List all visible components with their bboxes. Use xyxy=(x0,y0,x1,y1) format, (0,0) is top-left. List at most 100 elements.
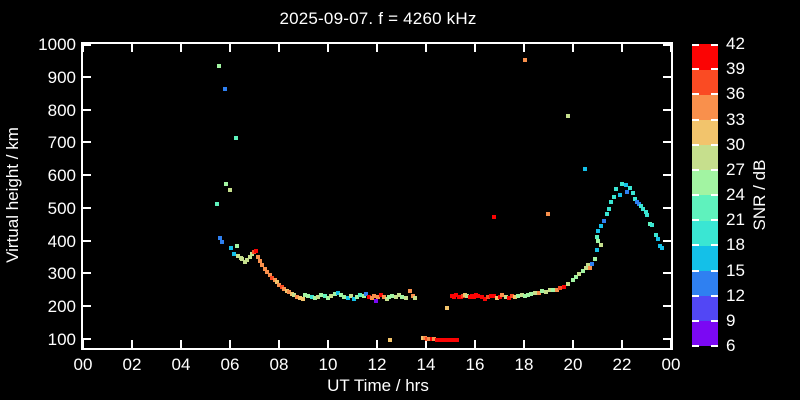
data-point xyxy=(427,336,432,341)
x-tick-label: 22 xyxy=(612,355,632,374)
x-tick-mark xyxy=(425,340,427,348)
y-tick-mark-right xyxy=(663,305,671,307)
data-point xyxy=(400,294,405,299)
colorbar-tick-mark xyxy=(711,68,718,70)
data-point xyxy=(602,219,607,224)
data-point xyxy=(410,294,415,299)
data-point xyxy=(641,207,646,212)
data-point xyxy=(456,294,461,299)
data-point xyxy=(599,224,604,229)
colorbar-segment xyxy=(692,94,718,120)
data-point xyxy=(529,292,534,297)
data-point xyxy=(235,243,240,248)
colorbar-tick-label: 39 xyxy=(726,59,745,79)
data-point xyxy=(384,297,389,302)
data-point xyxy=(545,212,550,217)
data-point xyxy=(297,295,302,300)
data-point xyxy=(590,262,595,267)
x-tick-mark xyxy=(327,340,329,348)
data-point xyxy=(595,239,600,244)
colorbar-tick-label: 30 xyxy=(726,134,745,154)
data-point xyxy=(469,293,474,298)
data-point xyxy=(253,249,258,254)
colorbar-tick-label: 6 xyxy=(726,336,736,355)
colorbar-tick-label: 27 xyxy=(726,159,745,179)
data-point xyxy=(234,136,239,141)
data-point xyxy=(451,337,456,342)
data-point xyxy=(625,190,630,195)
data-point xyxy=(345,295,350,300)
data-point xyxy=(338,293,343,298)
x-tick-mark xyxy=(180,340,182,348)
y-tick-label: 500 xyxy=(47,198,76,218)
data-point xyxy=(557,285,562,290)
x-tick-label: 04 xyxy=(171,355,191,374)
data-point xyxy=(363,291,368,296)
data-point xyxy=(218,235,223,240)
y-tick-mark xyxy=(83,76,91,78)
colorbar-tick-mark xyxy=(711,93,718,95)
x-tick-mark-top xyxy=(278,44,280,52)
data-point xyxy=(361,294,366,299)
x-tick-mark-top xyxy=(82,44,84,52)
colorbar-tick-label: 15 xyxy=(726,260,745,280)
colorbar-tick-mark xyxy=(711,270,718,272)
data-point xyxy=(522,57,527,62)
data-point xyxy=(467,295,472,300)
data-point xyxy=(442,337,447,342)
colorbar-tick-label: 21 xyxy=(726,210,745,230)
y-tick-mark xyxy=(83,174,91,176)
x-tick-label: 00 xyxy=(661,355,681,374)
x-tick-mark xyxy=(474,340,476,348)
colorbar-segment xyxy=(692,320,718,347)
colorbar-segment xyxy=(692,69,718,95)
data-point xyxy=(247,255,252,260)
y-tick-mark xyxy=(83,44,91,46)
data-point xyxy=(495,296,500,301)
data-point xyxy=(614,187,619,192)
data-point xyxy=(448,338,453,343)
data-point xyxy=(369,296,374,301)
data-point xyxy=(592,257,597,262)
colorbar-tick-label: 12 xyxy=(726,285,745,305)
data-point xyxy=(547,288,552,293)
data-point xyxy=(474,293,479,298)
x-tick-label: 10 xyxy=(318,355,338,374)
x-tick-mark xyxy=(670,340,672,348)
data-point xyxy=(594,235,599,240)
x-tick-mark xyxy=(376,340,378,348)
colorbar-tick-mark xyxy=(711,295,718,297)
data-point xyxy=(533,290,538,295)
data-point xyxy=(227,187,232,192)
colorbar-tick-label: 24 xyxy=(726,185,745,204)
data-point xyxy=(604,212,609,217)
data-point xyxy=(376,295,381,300)
data-point xyxy=(656,237,661,242)
data-point xyxy=(295,294,300,299)
data-point xyxy=(644,210,649,215)
data-point xyxy=(378,292,383,297)
data-point xyxy=(229,245,234,250)
colorbar-tick-mark xyxy=(692,119,699,121)
data-point xyxy=(561,284,566,289)
colorbar-tick-mark xyxy=(692,68,699,70)
data-point xyxy=(580,269,585,274)
x-tick-mark-top xyxy=(670,44,672,52)
colorbar-tick-mark xyxy=(692,244,699,246)
y-tick-label: 1000 xyxy=(38,35,76,54)
colorbar-tick-mark xyxy=(711,219,718,221)
data-point xyxy=(342,294,347,299)
y-tick-mark xyxy=(83,141,91,143)
data-point xyxy=(449,294,454,299)
data-point xyxy=(390,294,395,299)
data-point xyxy=(277,282,282,287)
data-point xyxy=(540,289,545,294)
y-tick-label: 900 xyxy=(47,67,76,87)
data-point xyxy=(284,289,289,294)
data-point xyxy=(335,291,340,296)
data-point xyxy=(257,258,262,263)
data-point xyxy=(260,262,265,267)
x-tick-mark-top xyxy=(131,44,133,52)
data-point xyxy=(231,252,236,257)
data-point xyxy=(240,257,245,262)
